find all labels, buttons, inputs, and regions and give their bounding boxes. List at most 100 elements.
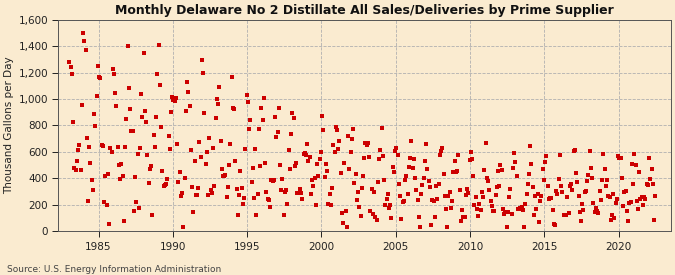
Point — [558, 213, 569, 217]
Point — [235, 169, 246, 173]
Point — [179, 176, 190, 180]
Point — [551, 189, 562, 193]
Point — [487, 209, 498, 213]
Point — [406, 139, 416, 144]
Point — [427, 198, 438, 202]
Point — [552, 192, 563, 196]
Point — [273, 106, 284, 110]
Point — [433, 181, 444, 186]
Point — [328, 143, 339, 148]
Point — [478, 194, 489, 199]
Point — [148, 133, 159, 137]
Point — [126, 129, 137, 133]
Point — [490, 193, 501, 197]
Point — [338, 220, 348, 225]
Point — [257, 117, 268, 122]
Point — [91, 94, 102, 98]
Point — [472, 207, 483, 211]
Point — [242, 100, 253, 104]
Point — [271, 134, 281, 139]
Point — [585, 166, 596, 170]
Point — [421, 142, 431, 146]
Point — [322, 169, 333, 174]
Point — [572, 180, 583, 184]
Point — [609, 216, 620, 220]
Point — [493, 169, 504, 173]
Point — [74, 143, 84, 147]
Point — [252, 192, 263, 196]
Point — [323, 202, 333, 206]
Point — [92, 64, 103, 68]
Point — [594, 189, 605, 194]
Point — [380, 202, 391, 207]
Point — [321, 162, 331, 166]
Point — [290, 164, 300, 168]
Point — [475, 207, 486, 212]
Point — [620, 189, 631, 194]
Point — [398, 199, 409, 203]
Point — [454, 187, 465, 192]
Point — [151, 115, 161, 119]
Point — [504, 195, 514, 199]
Point — [292, 191, 303, 195]
Point — [186, 148, 196, 152]
Point — [537, 167, 548, 171]
Point — [68, 120, 78, 125]
Point — [510, 159, 521, 164]
Point — [432, 197, 443, 201]
Point — [431, 184, 441, 188]
Point — [310, 203, 321, 208]
Point — [531, 207, 542, 211]
Point — [116, 162, 127, 166]
Point — [638, 202, 649, 207]
Point — [423, 179, 434, 183]
Point — [447, 199, 458, 203]
Point — [312, 161, 323, 166]
Point — [230, 159, 241, 163]
Point — [417, 183, 428, 188]
Point — [520, 202, 531, 206]
Point — [487, 204, 497, 208]
Point — [527, 185, 538, 189]
Point — [281, 188, 292, 192]
Point — [213, 102, 223, 107]
Point — [506, 212, 517, 216]
Point — [82, 136, 92, 140]
Point — [240, 147, 250, 151]
Point — [180, 109, 191, 113]
Point — [612, 197, 622, 201]
Point — [329, 150, 340, 154]
Point — [408, 157, 419, 161]
Point — [267, 178, 278, 183]
Point — [375, 147, 385, 152]
Point — [477, 190, 487, 195]
Point — [539, 177, 549, 182]
Point — [211, 96, 222, 101]
Point — [254, 164, 265, 169]
Point — [205, 188, 216, 192]
Point — [171, 95, 182, 100]
Point — [480, 141, 491, 145]
Point — [614, 155, 625, 160]
Point — [592, 209, 603, 213]
Point — [238, 202, 248, 206]
Point — [164, 147, 175, 151]
Point — [64, 59, 75, 64]
Point — [344, 167, 355, 171]
Point — [485, 199, 496, 203]
Point — [288, 116, 299, 120]
Point — [626, 162, 637, 167]
Point — [491, 185, 502, 189]
Point — [387, 165, 398, 170]
Point — [331, 128, 342, 133]
Point — [207, 191, 217, 196]
Point — [229, 106, 240, 111]
Point — [629, 152, 640, 156]
Point — [568, 149, 579, 154]
Point — [297, 197, 308, 201]
Point — [224, 163, 235, 167]
Point — [453, 153, 464, 158]
Point — [502, 225, 512, 229]
Point — [391, 146, 402, 150]
Point — [358, 174, 369, 178]
